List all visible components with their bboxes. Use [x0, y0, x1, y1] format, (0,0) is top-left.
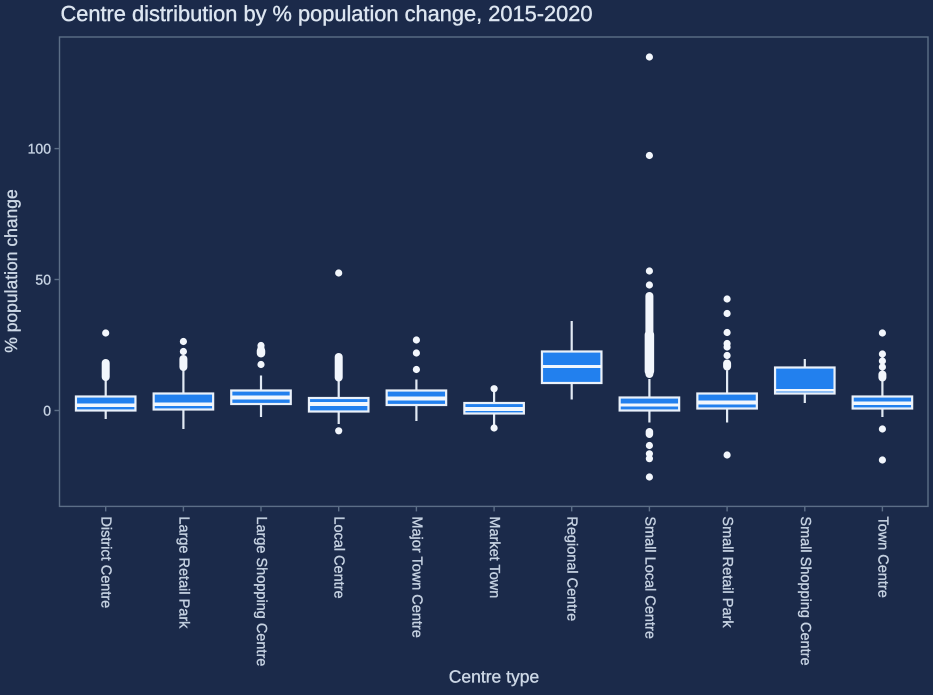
- svg-text:0: 0: [43, 403, 51, 419]
- svg-text:% population change: % population change: [1, 189, 21, 352]
- svg-text:Small Local Centre: Small Local Centre: [641, 516, 657, 639]
- svg-text:Regional Centre: Regional Centre: [564, 516, 580, 621]
- svg-text:Local Centre: Local Centre: [331, 516, 347, 598]
- svg-text:Centre type: Centre type: [449, 667, 539, 687]
- svg-text:Small Shopping Centre: Small Shopping Centre: [797, 516, 813, 665]
- svg-text:Large Shopping Centre: Large Shopping Centre: [253, 516, 269, 666]
- svg-text:Market Town: Market Town: [486, 516, 502, 598]
- svg-text:50: 50: [35, 272, 51, 288]
- svg-text:Centre distribution by % popul: Centre distribution by % population chan…: [61, 1, 593, 26]
- svg-text:Small Retail Park: Small Retail Park: [719, 516, 735, 628]
- svg-text:100: 100: [28, 141, 52, 157]
- svg-text:Major Town Centre: Major Town Centre: [408, 516, 424, 637]
- svg-text:Large Retail Park: Large Retail Park: [175, 516, 191, 629]
- svg-text:District Centre: District Centre: [98, 516, 114, 608]
- svg-text:Town Centre: Town Centre: [874, 516, 890, 597]
